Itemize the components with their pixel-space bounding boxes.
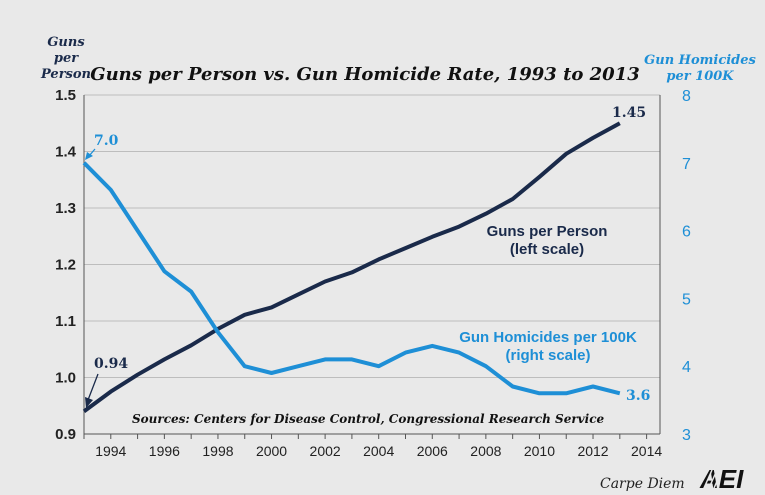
logo-stripe xyxy=(703,469,713,489)
guns-start-leader-line xyxy=(87,373,99,401)
x-tick-label: 2006 xyxy=(417,443,448,459)
right-tick-label: 8 xyxy=(682,88,691,105)
guns-start-arrowhead xyxy=(85,397,93,408)
homicides-end-data-label: 3.6 xyxy=(626,388,650,404)
left-axis-label-line1: Guns xyxy=(47,35,85,50)
x-tick-label: 2008 xyxy=(470,443,501,459)
homicides-series-label-line2: (right scale) xyxy=(505,347,590,364)
homicides-start-data-label: 7.0 xyxy=(94,133,119,149)
x-tick-label: 1994 xyxy=(95,443,126,459)
right-tick-label: 3 xyxy=(682,427,691,444)
x-tick-label: 2014 xyxy=(631,443,662,459)
gun-homicides-line xyxy=(82,161,621,396)
left-tick-label: 1.4 xyxy=(55,144,77,161)
x-tick-label: 2004 xyxy=(363,443,394,459)
aei-logo: AEI xyxy=(699,464,744,494)
credit-text: Carpe Diem xyxy=(600,476,685,492)
left-tick-label: 1.2 xyxy=(55,257,76,274)
left-tick-label: 1.5 xyxy=(55,87,76,104)
x-tick-label: 1996 xyxy=(149,443,180,459)
x-tick-label: 2002 xyxy=(310,443,341,459)
x-tick-label: 2012 xyxy=(577,443,608,459)
x-tick-label: 1998 xyxy=(202,443,233,459)
right-axis-label-line2: per 100K xyxy=(666,69,734,84)
left-axis-label-line2: per xyxy=(54,51,79,66)
left-tick-label: 0.9 xyxy=(55,426,76,443)
x-tick-label: 2010 xyxy=(524,443,555,459)
right-tick-label: 4 xyxy=(682,359,691,376)
left-tick-label: 1.3 xyxy=(55,200,76,217)
tick-labels: 0.9 1.0 1.1 1.2 1.3 1.4 1.5 3 4 5 6 7 8 1994 1996 1998 2… xyxy=(55,87,691,459)
homicides-start-arrowhead xyxy=(85,152,93,160)
left-axis-label-line3: Person xyxy=(40,67,91,82)
x-tick-label: 2000 xyxy=(256,443,287,459)
series-lines xyxy=(82,121,621,414)
logo-stripe xyxy=(708,469,718,489)
axes xyxy=(83,95,661,439)
right-tick-label: 6 xyxy=(682,224,691,241)
guns-series-label-line1: Guns per Person xyxy=(487,223,608,240)
left-tick-label: 1.0 xyxy=(55,370,76,387)
source-note: Sources: Centers for Disease Control, Co… xyxy=(132,412,604,426)
guns-per-person-line xyxy=(82,121,621,414)
right-axis-label-line1: Gun Homicides xyxy=(644,53,756,68)
right-tick-label: 7 xyxy=(682,156,691,173)
logo-stripe xyxy=(713,469,723,489)
chart-title: Guns per Person vs. Gun Homicide Rate, 1… xyxy=(90,64,640,85)
guns-end-data-label: 1.45 xyxy=(612,105,646,121)
aei-logo-text: AEI xyxy=(699,464,744,494)
homicides-series-label-line1: Gun Homicides per 100K xyxy=(459,329,637,346)
left-tick-label: 1.1 xyxy=(55,313,76,330)
guns-start-data-label: 0.94 xyxy=(94,356,128,372)
right-tick-label: 5 xyxy=(682,291,691,308)
guns-series-label-line2: (left scale) xyxy=(510,241,584,258)
